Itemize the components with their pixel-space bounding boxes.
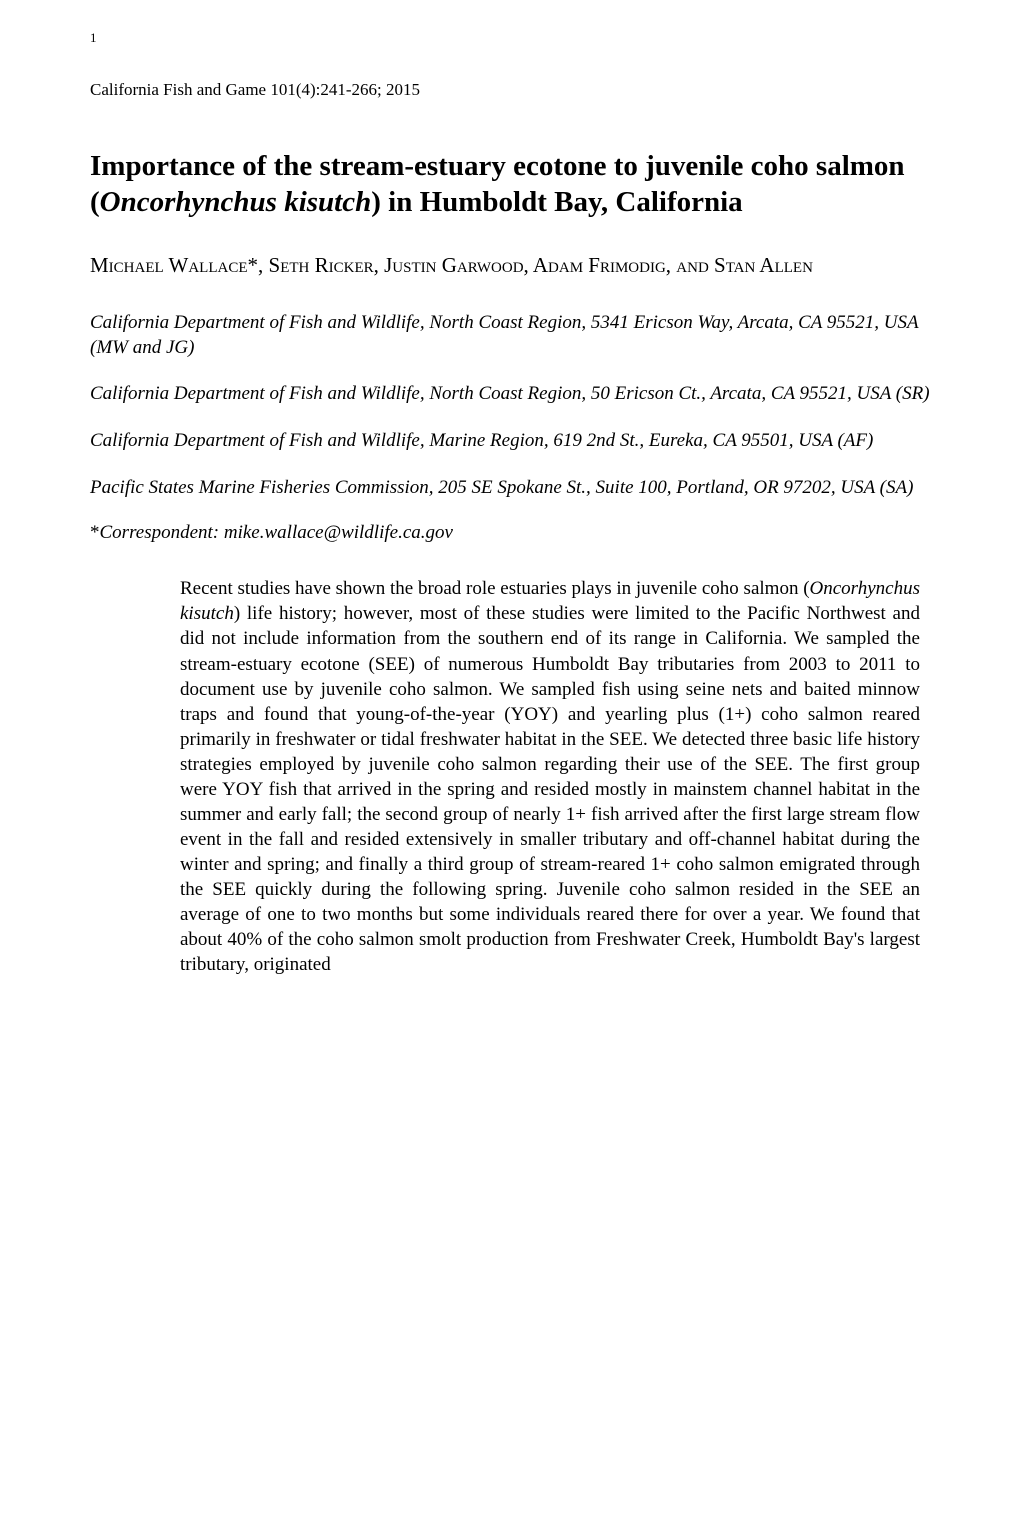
abstract-text: Recent studies have shown the broad role… — [180, 576, 920, 977]
affiliation-4: Pacific States Marine Fisheries Commissi… — [90, 476, 930, 501]
affiliation-3: California Department of Fish and Wildli… — [90, 429, 930, 454]
correspondent-asterisk: * — [90, 522, 100, 543]
article-title: Importance of the stream-estuary ecotone… — [90, 148, 930, 221]
title-species-name: Oncorhynchus kisutch — [100, 186, 372, 218]
correspondent-email: Correspondent: mike.wallace@wildlife.ca.… — [100, 522, 453, 543]
affiliation-2: California Department of Fish and Wildli… — [90, 382, 930, 407]
affiliation-1: California Department of Fish and Wildli… — [90, 311, 930, 360]
title-text-end: ) in Humboldt Bay, California — [371, 186, 742, 218]
abstract-part-1: Recent studies have shown the broad role… — [180, 578, 810, 599]
corresponding-author: *Correspondent: mike.wallace@wildlife.ca… — [90, 522, 930, 544]
page-number: 1 — [90, 30, 97, 46]
author-list: Michael Wallace*, Seth Ricker, Justin Ga… — [90, 251, 930, 279]
abstract-part-2: ) life history; however, most of these s… — [180, 603, 920, 975]
journal-citation: California Fish and Game 101(4):241-266;… — [90, 80, 930, 100]
